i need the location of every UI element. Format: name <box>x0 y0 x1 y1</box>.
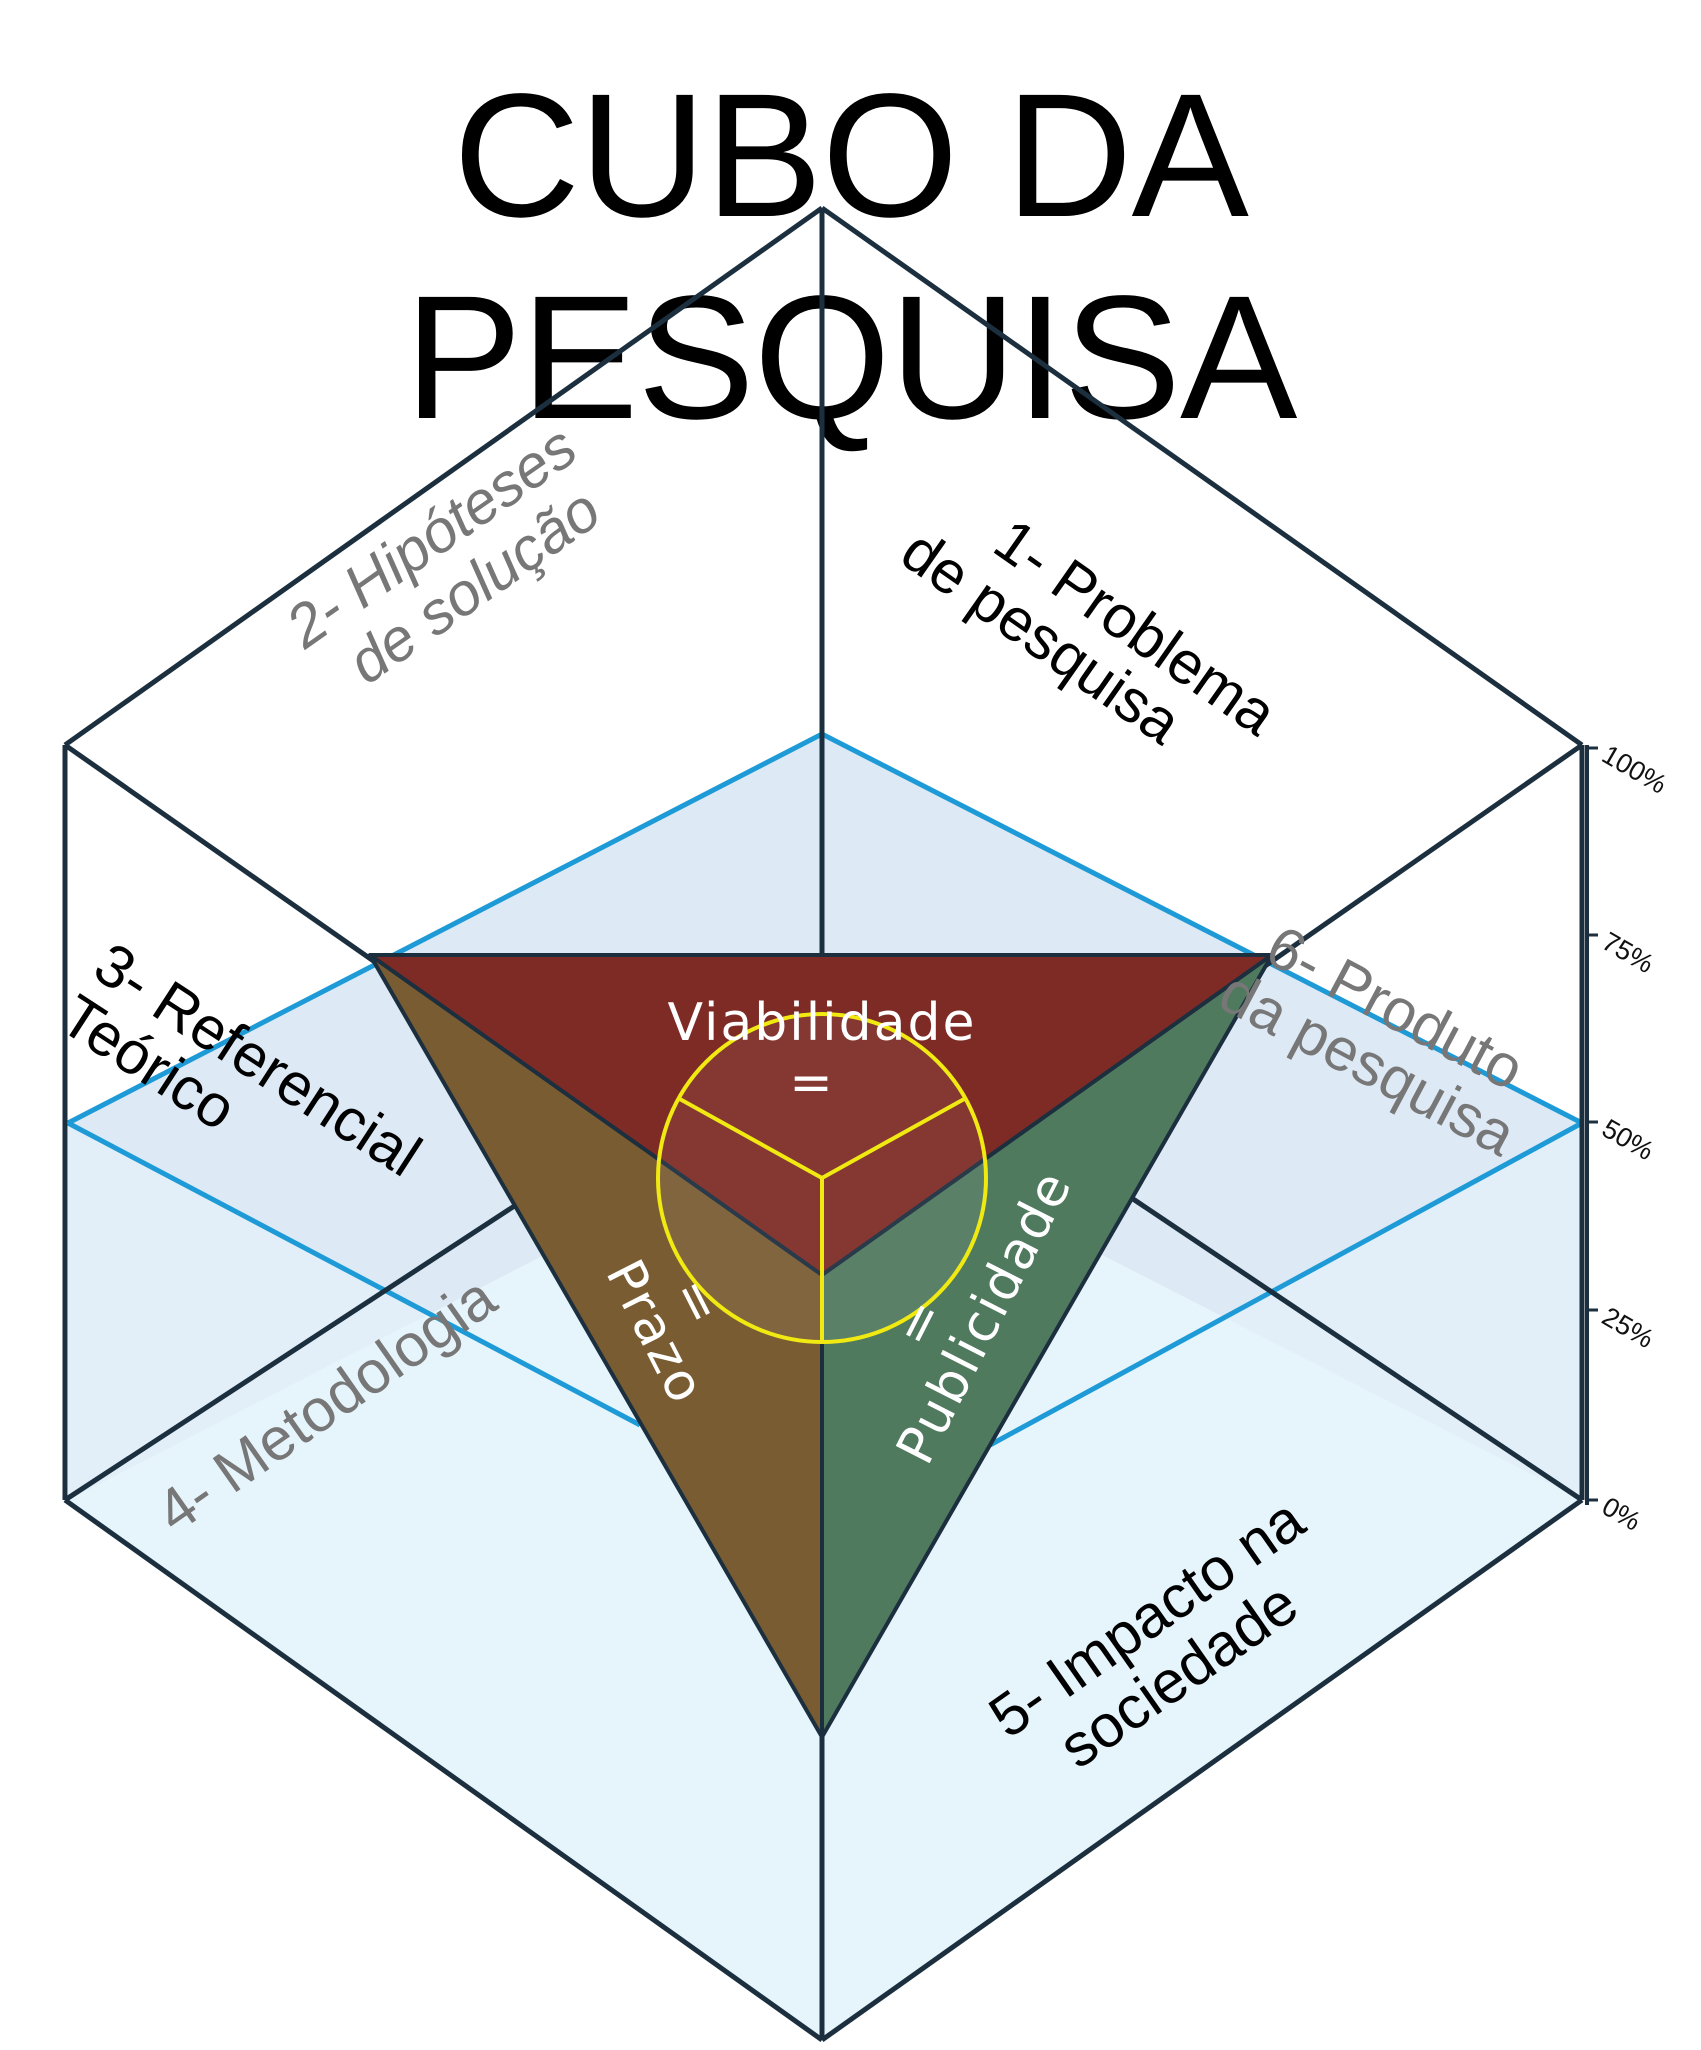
percentage-scale: 100% 75% 50% 25% 0% <box>1585 739 1672 1537</box>
viability-pyramid <box>368 953 1274 1739</box>
pyramid-right-face <box>820 953 1274 1739</box>
scale-label-0: 0% <box>1597 1491 1646 1536</box>
face-2-label: 2- Hipóteses de solução <box>273 413 612 697</box>
circle-spoke-left <box>677 1096 823 1180</box>
scale-label-50: 50% <box>1597 1113 1659 1166</box>
page-title: CUBO DA PESQUISA <box>404 58 1298 456</box>
edge-inner-left-down <box>63 1147 602 1503</box>
edge-bottom-right <box>820 1497 1584 2043</box>
water-line-front-right <box>988 1120 1584 1448</box>
viability-equals: = <box>789 1053 835 1113</box>
viability-label: Viabilidade <box>668 993 977 1053</box>
edge-top-right <box>820 205 1584 748</box>
edge-bottom-left <box>63 1497 824 2043</box>
edge-top-left <box>63 205 824 748</box>
water-front-left <box>68 1123 822 2040</box>
center-circle <box>656 1012 988 1344</box>
circle-spoke-right <box>821 1096 967 1180</box>
scale-label-100: 100% <box>1597 739 1672 800</box>
water-line-front <box>66 1120 642 1428</box>
scale-label-25: 25% <box>1597 1301 1659 1354</box>
scale-label-75: 75% <box>1597 926 1659 979</box>
face-1-label: 1- Problema de pesquisa <box>890 506 1290 757</box>
edge-inner-right-down <box>1058 1147 1584 1503</box>
water-front-right <box>822 1123 1582 2040</box>
